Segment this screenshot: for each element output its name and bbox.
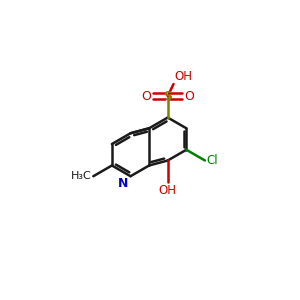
Text: OH: OH xyxy=(159,184,177,197)
Text: O: O xyxy=(184,90,194,103)
Text: S: S xyxy=(163,90,172,103)
Text: OH: OH xyxy=(174,70,192,83)
Text: N: N xyxy=(117,177,128,190)
Text: Cl: Cl xyxy=(206,154,218,167)
Text: O: O xyxy=(142,90,151,103)
Text: H₃C: H₃C xyxy=(71,171,92,181)
